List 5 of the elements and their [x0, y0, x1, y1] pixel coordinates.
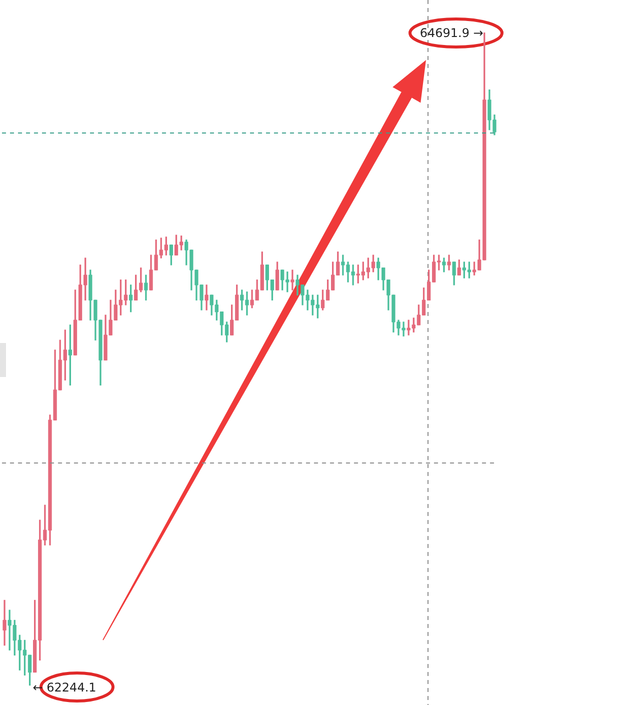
candlestick: [447, 254, 451, 270]
candlestick: [204, 284, 208, 310]
candlestick: [2, 600, 6, 646]
annotation: 64691.9 →: [420, 26, 484, 40]
candlestick: [290, 270, 294, 290]
